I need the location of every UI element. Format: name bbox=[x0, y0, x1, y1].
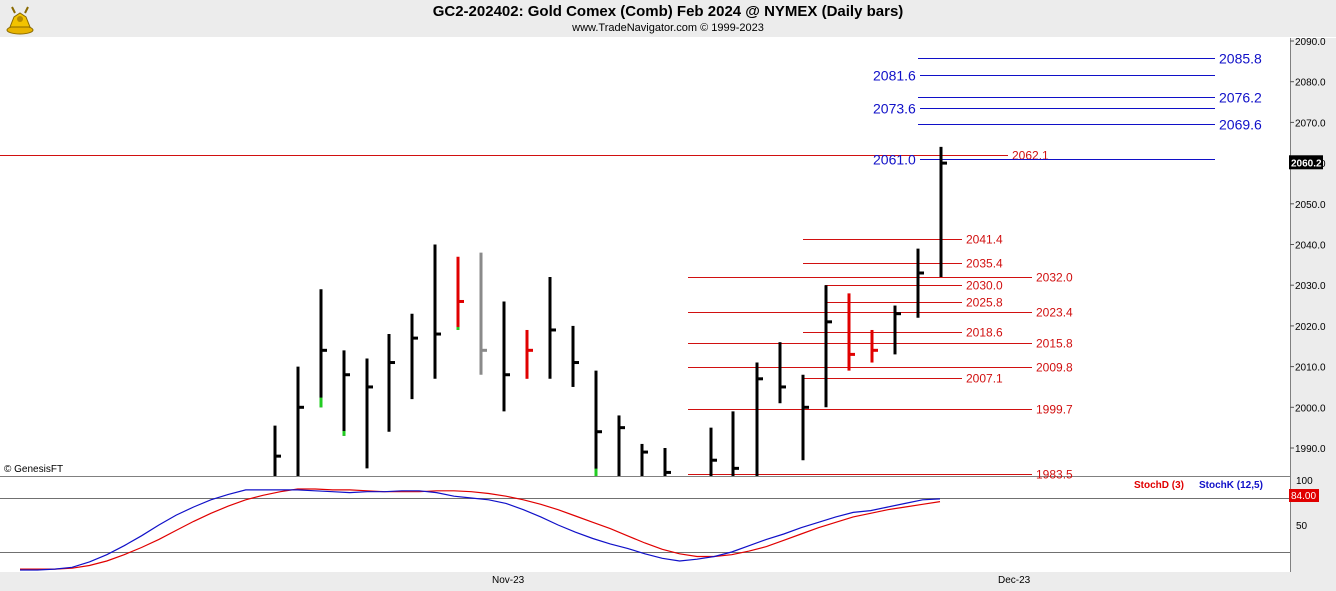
gold-bull-logo-icon bbox=[6, 6, 34, 35]
last-price-label: 2060.2 bbox=[1291, 158, 1322, 169]
stoch-legend-k: StochK (12,5) bbox=[1199, 480, 1263, 491]
red-level-label: 2035.4 bbox=[966, 257, 1003, 271]
red-level-label: 2032.0 bbox=[1036, 271, 1073, 285]
blue-level-label: 2073.6 bbox=[873, 101, 916, 117]
price-tick-label: 2090.0 bbox=[1295, 37, 1326, 48]
red-level-label: 2062.1 bbox=[1012, 149, 1049, 163]
title-bar bbox=[0, 0, 1336, 37]
price-tick-label: 2010.0 bbox=[1295, 363, 1326, 374]
red-level-label: 2023.4 bbox=[1036, 306, 1073, 320]
chart-title: GC2-202402: Gold Comex (Comb) Feb 2024 @… bbox=[432, 3, 904, 20]
stoch-legend-d: StochD (3) bbox=[1134, 480, 1184, 491]
red-level-label: 2007.1 bbox=[966, 372, 1003, 386]
price-tick-label: 1990.0 bbox=[1295, 444, 1326, 455]
blue-level-label: 2076.2 bbox=[1219, 90, 1262, 106]
blue-level-label: 2085.8 bbox=[1219, 51, 1262, 67]
price-tick-label: 2030.0 bbox=[1295, 281, 1326, 292]
red-level-label: 2009.8 bbox=[1036, 361, 1073, 375]
price-tick-label: 2080.0 bbox=[1295, 78, 1326, 89]
blue-level-label: 2081.6 bbox=[873, 68, 916, 84]
red-level-label: 2030.0 bbox=[966, 279, 1003, 293]
date-axis-bg bbox=[0, 572, 1336, 591]
date-label-nov: Nov-23 bbox=[492, 575, 525, 586]
stoch-tick-label: 50 bbox=[1296, 521, 1308, 532]
price-tick-label: 2040.0 bbox=[1295, 241, 1326, 252]
red-level-label: 1999.7 bbox=[1036, 403, 1073, 417]
price-tick-label: 2070.0 bbox=[1295, 118, 1326, 129]
date-label-dec: Dec-23 bbox=[998, 575, 1031, 586]
stoch-last-label: 84.00 bbox=[1291, 491, 1316, 502]
stoch-series-line bbox=[20, 489, 941, 571]
stoch-tick-label: 100 bbox=[1296, 476, 1313, 487]
last-price-badge bbox=[1289, 155, 1323, 170]
price-tick-label: 2050.0 bbox=[1295, 200, 1326, 211]
red-level-label: 2015.8 bbox=[1036, 337, 1073, 351]
red-level-label: 2041.4 bbox=[966, 233, 1003, 247]
stoch-series-line bbox=[20, 488, 941, 570]
red-level-label: 2025.8 bbox=[966, 296, 1003, 310]
price-tick-label: 2000.0 bbox=[1295, 403, 1326, 414]
price-tick-label: 2020.0 bbox=[1295, 322, 1326, 333]
red-level-label: 2018.6 bbox=[966, 326, 1003, 340]
blue-level-label: 2069.6 bbox=[1219, 117, 1262, 133]
watermark-label: © GenesisFT bbox=[4, 464, 63, 475]
chart-subtitle: www.TradeNavigator.com © 1999-2023 bbox=[572, 22, 764, 34]
blue-level-label: 2061.0 bbox=[873, 152, 916, 168]
red-level-label: 1983.5 bbox=[1036, 468, 1073, 482]
stoch-last-badge bbox=[1289, 489, 1319, 502]
